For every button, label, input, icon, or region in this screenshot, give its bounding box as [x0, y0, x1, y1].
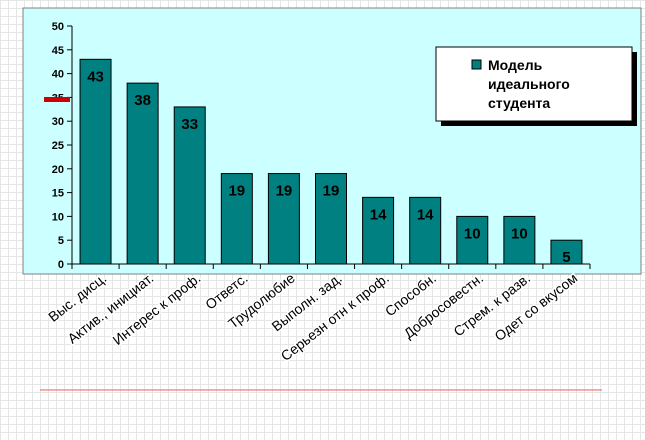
category-label: Интерес к проф.	[110, 270, 204, 348]
y-tick-label: 45	[52, 45, 64, 57]
bar	[409, 196, 442, 265]
bar	[456, 215, 489, 265]
bar	[362, 196, 395, 265]
bar-value-label: 14	[417, 206, 434, 223]
bar-value-label: 43	[87, 68, 104, 85]
legend-box	[435, 46, 633, 122]
bar-value-label: 19	[323, 183, 340, 200]
bar	[550, 239, 583, 265]
bar	[126, 82, 159, 265]
legend-line-1: Модель	[488, 57, 543, 73]
y-tick-label: 5	[58, 235, 64, 247]
category-label: Одет со вкусом	[491, 270, 580, 344]
y-tick-label: 25	[52, 140, 64, 152]
bar-value-label: 19	[276, 183, 293, 200]
bar-value-label: 33	[181, 116, 198, 133]
bar-value-label: 14	[370, 206, 387, 223]
bar	[79, 58, 112, 265]
y-axis: 05101520253035404550	[52, 21, 73, 271]
bar-value-label: 19	[228, 183, 245, 200]
legend-line-2: идеального	[488, 76, 570, 92]
y-tick-label: 40	[52, 69, 64, 81]
y-tick-label: 15	[52, 188, 64, 200]
bar	[267, 173, 300, 265]
bar	[315, 173, 347, 265]
y-tick-label: 0	[58, 259, 64, 271]
category-label: Добросовестн.	[401, 270, 487, 342]
legend-line-3: студента	[488, 95, 550, 111]
y-tick-label: 10	[52, 211, 64, 223]
category-labels: Выс. дисц.Актив., инициат.Интерес к проф…	[44, 268, 582, 365]
y-tick-label: 20	[52, 164, 64, 176]
bars	[79, 58, 583, 265]
bar	[503, 215, 536, 265]
data-labels: 43 38 33 19 19 19 14 14 10 10 5	[87, 68, 570, 266]
red-marker	[44, 97, 70, 102]
bar	[173, 106, 206, 265]
y-tick-label: 50	[52, 21, 64, 33]
y-tick-label: 30	[52, 116, 64, 128]
legend-swatch	[471, 59, 482, 70]
legend: Модель идеального студента	[435, 46, 637, 126]
bar-value-label: 10	[464, 225, 481, 242]
bar-value-label: 10	[511, 225, 528, 242]
bar-value-label: 5	[562, 249, 570, 266]
bar-value-label: 38	[134, 92, 151, 109]
bar	[220, 173, 253, 265]
